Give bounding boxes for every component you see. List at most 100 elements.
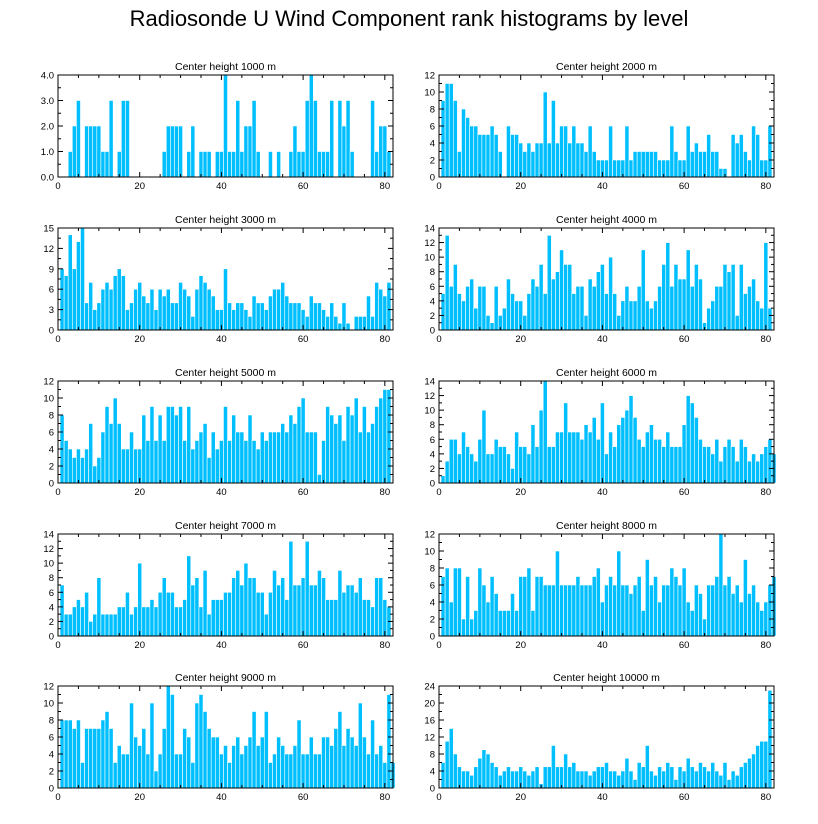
histogram-bar (210, 736, 216, 789)
histogram-bar (649, 584, 654, 637)
histogram-bar (329, 745, 335, 789)
histogram-bar (235, 570, 241, 637)
histogram-bar (510, 293, 515, 331)
histogram-bar (653, 151, 658, 178)
histogram-bar (190, 316, 196, 331)
x-tick-label: 0 (55, 487, 60, 498)
histogram-bar (333, 316, 339, 331)
histogram-bar (174, 606, 179, 637)
histogram-bar (591, 417, 597, 484)
histogram-bar (296, 719, 302, 789)
y-tick-label: 2 (49, 617, 54, 628)
y-tick-label: 10 (424, 253, 435, 264)
histogram-bar (685, 249, 691, 331)
histogram-bar (80, 606, 85, 637)
histogram-bar (612, 159, 618, 178)
histogram-bar (714, 285, 720, 331)
histogram-bar (522, 770, 528, 789)
histogram-bar (440, 762, 446, 789)
histogram-bar (88, 125, 94, 178)
histogram-bar (632, 151, 638, 178)
histogram-bar (575, 576, 581, 637)
y-tick-label: 12 (424, 238, 435, 249)
histogram-bar (649, 151, 654, 178)
histogram-bar (493, 134, 499, 178)
histogram-bar (231, 309, 237, 331)
histogram-bar (100, 719, 106, 789)
histogram-panel: Center height 4000 m 0 20 40 60 80 0 2 4 6 8 10 12 14 (424, 214, 775, 345)
histogram-bar (284, 599, 290, 637)
histogram-bar (469, 125, 475, 178)
histogram-bar (190, 762, 196, 789)
histogram-bar (63, 613, 69, 637)
histogram-bar (608, 576, 613, 637)
y-tick-label: 2 (49, 462, 54, 473)
histogram-bar (161, 577, 167, 637)
histogram-bar (243, 440, 249, 484)
histogram-bar (284, 295, 290, 331)
histogram-bar (718, 168, 724, 178)
histogram-bar (88, 282, 94, 331)
histogram-bar (452, 100, 458, 178)
histogram-bar (551, 278, 556, 331)
histogram-bar (243, 309, 249, 331)
histogram-bar (559, 431, 564, 484)
histogram-bar (702, 446, 707, 484)
histogram-bar (743, 762, 748, 789)
histogram-bar (84, 591, 89, 637)
x-tick-label: 60 (679, 334, 690, 345)
histogram-panel: Center height 7000 m 0 20 40 60 80 0 2 4 6 8 10 12 14 (43, 520, 394, 651)
histogram-bar (63, 440, 69, 484)
histogram-bar (743, 293, 748, 331)
histogram-bar (465, 117, 470, 178)
histogram-bar (121, 448, 126, 484)
histogram-bar (165, 591, 171, 637)
y-tick-label: 3.0 (41, 96, 54, 107)
histogram-bar (292, 125, 298, 178)
histogram-bar (632, 779, 638, 789)
x-tick-label: 80 (380, 487, 391, 498)
histogram-bar (329, 302, 335, 331)
histogram-bar (608, 770, 613, 789)
histogram-bar (636, 576, 642, 637)
histogram-bar (170, 302, 175, 331)
histogram-bar (604, 584, 609, 637)
histogram-bar (272, 753, 277, 789)
histogram-bar (202, 151, 208, 178)
histogram-bar (640, 766, 646, 789)
histogram-bar (125, 753, 130, 789)
histogram-bar (636, 151, 642, 178)
histogram-bar (76, 599, 81, 637)
x-tick-label: 40 (597, 181, 608, 192)
histogram-bar (96, 728, 102, 789)
histogram-bar (378, 125, 384, 178)
histogram-bar (510, 134, 515, 178)
histogram-bar (84, 125, 89, 178)
histogram-bar (718, 774, 724, 789)
histogram-bar (194, 702, 200, 789)
histogram-bar (149, 599, 155, 637)
histogram-bar (304, 540, 310, 637)
histogram-bar (493, 438, 499, 484)
panel-title: Center height 5000 m (175, 367, 276, 379)
histogram-bar (300, 753, 306, 789)
histogram-bar (100, 151, 106, 178)
histogram-bar (304, 753, 310, 789)
histogram-bar (276, 431, 281, 484)
histogram-bar (575, 285, 581, 331)
histogram-bar (235, 302, 241, 331)
histogram-bar (325, 736, 330, 789)
x-tick-label: 60 (298, 181, 309, 192)
histogram-bar (157, 414, 163, 484)
y-tick-label: 6 (49, 285, 54, 296)
histogram-bar (546, 584, 552, 637)
x-tick-label: 40 (597, 792, 608, 803)
histogram-bar (538, 142, 544, 178)
y-tick-label: 6 (49, 428, 54, 439)
histogram-bar (542, 380, 548, 484)
histogram-bar (706, 446, 711, 484)
histogram-bar (534, 446, 540, 484)
histogram-bar (141, 728, 147, 789)
histogram-bar (88, 423, 94, 484)
histogram-bar (231, 577, 237, 637)
